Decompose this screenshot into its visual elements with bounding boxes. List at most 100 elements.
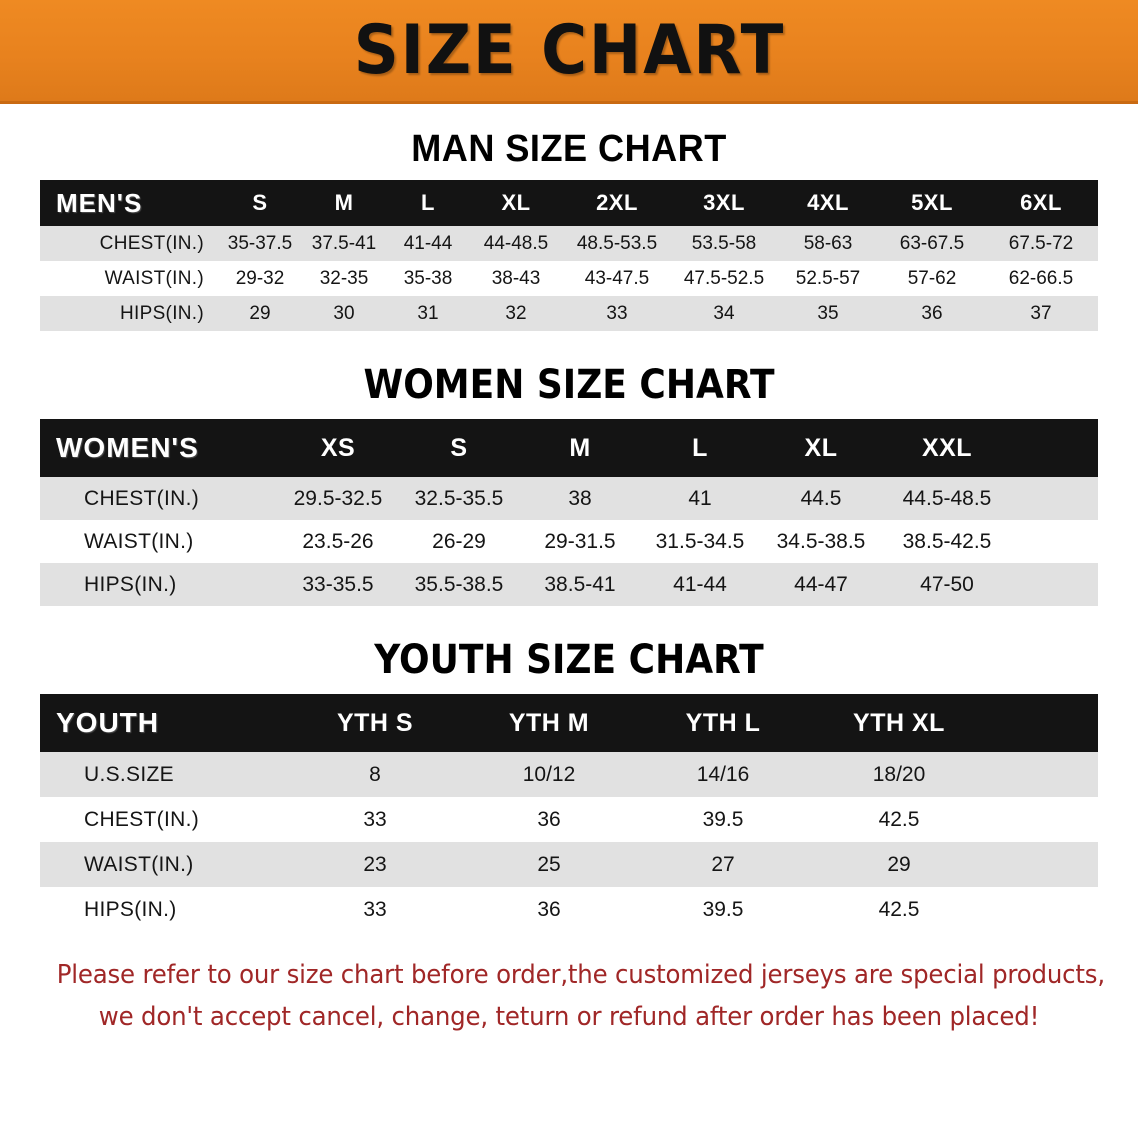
women-cell: 38.5-42.5	[882, 520, 1012, 563]
man-cell: 35	[776, 296, 880, 331]
man-cell: 47.5-52.5	[672, 261, 776, 296]
man-col-header: 4XL	[776, 180, 880, 226]
women-header-spacer	[1012, 419, 1098, 477]
man-cell: 37	[984, 296, 1098, 331]
youth-header-spacer	[988, 694, 1098, 752]
women-header-row: WOMEN'S XS S M L XL XXL	[40, 419, 1098, 477]
man-cell: 62-66.5	[984, 261, 1098, 296]
youth-col-header: YTH XL	[810, 694, 988, 752]
youth-cell-spacer	[988, 842, 1098, 887]
man-cell: 57-62	[880, 261, 984, 296]
youth-row-label: CHEST(IN.)	[40, 797, 288, 842]
women-table-body: CHEST(IN.) 29.5-32.5 32.5-35.5 38 41 44.…	[40, 477, 1098, 606]
man-cell: 36	[880, 296, 984, 331]
women-size-table-wrapper: WOMEN'S XS S M L XL XXL CHEST(IN.) 29.5-…	[40, 419, 1098, 606]
man-size-table-wrapper: MEN'S S M L XL 2XL 3XL 4XL 5XL 6XL CHEST…	[40, 180, 1098, 331]
man-table-body: CHEST(IN.) 35-37.5 37.5-41 41-44 44-48.5…	[40, 226, 1098, 331]
man-row-label: CHEST(IN.)	[40, 226, 218, 261]
man-cell: 44-48.5	[470, 226, 562, 261]
man-header-label: MEN'S	[40, 180, 218, 226]
youth-cell: 8	[288, 752, 462, 797]
man-col-header: XL	[470, 180, 562, 226]
man-cell: 29-32	[218, 261, 302, 296]
youth-cell: 39.5	[636, 797, 810, 842]
youth-size-table-wrapper: YOUTH YTH S YTH M YTH L YTH XL U.S.SIZE …	[40, 694, 1098, 932]
women-cell: 34.5-38.5	[760, 520, 882, 563]
man-cell: 32	[470, 296, 562, 331]
youth-cell: 33	[288, 887, 462, 932]
youth-col-header: YTH L	[636, 694, 810, 752]
youth-section-title: YOUTH SIZE CHART	[374, 637, 764, 683]
women-cell-spacer	[1012, 477, 1098, 520]
man-cell: 37.5-41	[302, 226, 386, 261]
page-title: SIZE CHART	[353, 10, 785, 90]
youth-row-label: WAIST(IN.)	[40, 842, 288, 887]
man-cell: 32-35	[302, 261, 386, 296]
youth-cell: 14/16	[636, 752, 810, 797]
youth-col-header: YTH S	[288, 694, 462, 752]
youth-cell: 39.5	[636, 887, 810, 932]
man-size-table: MEN'S S M L XL 2XL 3XL 4XL 5XL 6XL CHEST…	[40, 180, 1098, 331]
table-row: HIPS(IN.) 29 30 31 32 33 34 35 36 37	[40, 296, 1098, 331]
man-cell: 52.5-57	[776, 261, 880, 296]
women-col-header: S	[398, 419, 520, 477]
youth-cell: 42.5	[810, 797, 988, 842]
youth-table-head: YOUTH YTH S YTH M YTH L YTH XL	[40, 694, 1098, 752]
women-header-label: WOMEN'S	[40, 419, 278, 477]
youth-cell: 18/20	[810, 752, 988, 797]
women-cell-spacer	[1012, 563, 1098, 606]
women-cell: 41	[640, 477, 760, 520]
women-col-header: XL	[760, 419, 882, 477]
man-cell: 48.5-53.5	[562, 226, 672, 261]
man-col-header: S	[218, 180, 302, 226]
youth-size-table: YOUTH YTH S YTH M YTH L YTH XL U.S.SIZE …	[40, 694, 1098, 932]
man-cell: 34	[672, 296, 776, 331]
women-row-label: HIPS(IN.)	[40, 563, 278, 606]
return-policy-note: Please refer to our size chart before or…	[56, 954, 1105, 1038]
table-row: CHEST(IN.) 35-37.5 37.5-41 41-44 44-48.5…	[40, 226, 1098, 261]
man-cell: 43-47.5	[562, 261, 672, 296]
youth-cell-spacer	[988, 752, 1098, 797]
youth-cell: 36	[462, 887, 636, 932]
man-row-label: HIPS(IN.)	[40, 296, 218, 331]
man-row-label: WAIST(IN.)	[40, 261, 218, 296]
women-table-head: WOMEN'S XS S M L XL XXL	[40, 419, 1098, 477]
table-row: WAIST(IN.) 29-32 32-35 35-38 38-43 43-47…	[40, 261, 1098, 296]
women-cell: 35.5-38.5	[398, 563, 520, 606]
youth-cell: 33	[288, 797, 462, 842]
table-row: HIPS(IN.) 33 36 39.5 42.5	[40, 887, 1098, 932]
youth-cell: 27	[636, 842, 810, 887]
man-cell: 38-43	[470, 261, 562, 296]
youth-row-label: HIPS(IN.)	[40, 887, 288, 932]
page-banner: SIZE CHART	[0, 0, 1138, 104]
table-row: WAIST(IN.) 23 25 27 29	[40, 842, 1098, 887]
note-line-1: Please refer to our size chart before or…	[56, 960, 1105, 990]
youth-cell: 10/12	[462, 752, 636, 797]
table-row: U.S.SIZE 8 10/12 14/16 18/20	[40, 752, 1098, 797]
women-cell: 44.5-48.5	[882, 477, 1012, 520]
women-cell: 44-47	[760, 563, 882, 606]
youth-cell-spacer	[988, 887, 1098, 932]
man-cell: 35-38	[386, 261, 470, 296]
youth-table-body: U.S.SIZE 8 10/12 14/16 18/20 CHEST(IN.) …	[40, 752, 1098, 932]
women-size-table: WOMEN'S XS S M L XL XXL CHEST(IN.) 29.5-…	[40, 419, 1098, 606]
man-cell: 29	[218, 296, 302, 331]
youth-cell: 23	[288, 842, 462, 887]
women-cell: 29.5-32.5	[278, 477, 398, 520]
youth-cell: 42.5	[810, 887, 988, 932]
man-cell: 58-63	[776, 226, 880, 261]
women-cell: 32.5-35.5	[398, 477, 520, 520]
youth-row-label: U.S.SIZE	[40, 752, 288, 797]
table-row: HIPS(IN.) 33-35.5 35.5-38.5 38.5-41 41-4…	[40, 563, 1098, 606]
youth-header-label: YOUTH	[40, 694, 288, 752]
women-cell: 33-35.5	[278, 563, 398, 606]
man-cell: 67.5-72	[984, 226, 1098, 261]
women-row-label: WAIST(IN.)	[40, 520, 278, 563]
women-cell: 29-31.5	[520, 520, 640, 563]
women-col-header: XXL	[882, 419, 1012, 477]
women-col-header: XS	[278, 419, 398, 477]
man-cell: 31	[386, 296, 470, 331]
man-col-header: 5XL	[880, 180, 984, 226]
women-cell: 38.5-41	[520, 563, 640, 606]
women-section-title: WOMEN SIZE CHART	[363, 362, 775, 408]
